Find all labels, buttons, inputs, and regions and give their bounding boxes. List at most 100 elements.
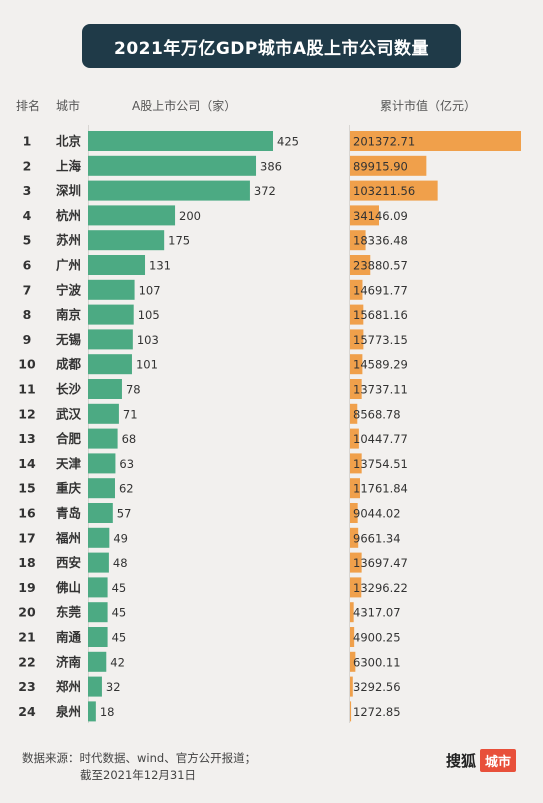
- market-value-label: 8568.78: [353, 407, 401, 421]
- market-value-bar: [350, 602, 354, 623]
- company-bar: [88, 180, 250, 201]
- market-value-label: 103211.56: [353, 184, 415, 198]
- company-value-label: 386: [260, 159, 282, 173]
- city-label: 广州: [56, 258, 81, 273]
- company-value-label: 42: [110, 655, 125, 669]
- company-value-label: 107: [139, 283, 161, 297]
- rank-label: 8: [23, 307, 32, 322]
- company-bar: [88, 205, 176, 226]
- market-value-bar: [350, 577, 362, 598]
- city-label: 北京: [56, 134, 82, 149]
- company-value-label: 63: [119, 457, 134, 471]
- city-label: 深圳: [56, 183, 81, 198]
- city-label: 佛山: [55, 580, 81, 595]
- city-label: 西安: [56, 555, 81, 570]
- header-rank: 排名: [16, 99, 41, 113]
- company-value-label: 18: [100, 705, 115, 719]
- company-value-label: 45: [112, 581, 127, 595]
- company-value-label: 48: [113, 556, 128, 570]
- company-value-label: 105: [138, 308, 160, 322]
- company-bar: [88, 329, 133, 350]
- company-bar: [88, 602, 108, 623]
- company-value-label: 103: [137, 333, 159, 347]
- rank-label: 15: [18, 481, 35, 496]
- rank-label: 10: [18, 357, 36, 372]
- city-label: 福州: [55, 530, 81, 545]
- rank-label: 11: [18, 382, 35, 397]
- city-label: 无锡: [55, 332, 82, 347]
- rank-label: 19: [18, 580, 35, 595]
- company-value-label: 372: [254, 184, 276, 198]
- rank-label: 2: [23, 158, 32, 173]
- market-value-label: 201372.71: [353, 135, 415, 149]
- company-value-label: 71: [123, 407, 138, 421]
- header-city: 城市: [56, 99, 81, 113]
- company-bar: [88, 379, 122, 399]
- footer-source: 数据来源：时代数据、wind、官方公开报道；: [22, 751, 257, 765]
- market-value-label: 13754.51: [353, 457, 408, 471]
- city-label: 东莞: [56, 605, 82, 620]
- market-value-bar: [350, 651, 356, 672]
- rank-label: 12: [18, 406, 35, 421]
- market-value-bar: [350, 403, 358, 424]
- city-label: 泉州: [55, 704, 81, 719]
- brand-tag: 城市: [480, 748, 517, 772]
- company-bar: [88, 131, 273, 151]
- footer-date: 截至2021年12月31日: [80, 768, 197, 782]
- company-value-label: 175: [168, 234, 190, 248]
- axis-line-market-value: [349, 125, 350, 723]
- rank-label: 5: [23, 233, 32, 248]
- market-value-label: 6300.11: [353, 655, 401, 669]
- rank-label: 7: [23, 282, 32, 297]
- company-value-label: 62: [119, 482, 134, 496]
- city-label: 杭州: [56, 208, 81, 223]
- city-label: 南通: [56, 630, 82, 645]
- city-label: 成都: [56, 357, 82, 372]
- rank-label: 3: [23, 183, 32, 198]
- rank-label: 6: [23, 258, 32, 273]
- header-companies: A股上市公司（家）: [132, 99, 237, 113]
- company-value-label: 32: [106, 680, 121, 694]
- market-value-label: 14691.77: [353, 283, 408, 297]
- market-value-label: 10447.77: [353, 432, 408, 446]
- axis-line-companies: [88, 125, 89, 723]
- rank-label: 14: [18, 456, 36, 471]
- market-value-label: 9044.02: [353, 507, 401, 521]
- rank-label: 16: [18, 506, 36, 521]
- market-value-label: 13737.11: [353, 383, 408, 397]
- market-value-label: 13697.47: [353, 556, 408, 570]
- market-value-bar: [350, 180, 438, 201]
- city-label: 天津: [56, 456, 82, 471]
- market-value-bar: [350, 230, 366, 251]
- market-value-label: 14589.29: [353, 358, 408, 372]
- company-bar: [88, 304, 134, 325]
- company-bar: [88, 527, 110, 548]
- city-label: 重庆: [56, 481, 82, 496]
- market-value-label: 9661.34: [353, 531, 401, 545]
- market-value-label: 3292.56: [353, 680, 401, 694]
- city-label: 武汉: [56, 406, 82, 421]
- rank-label: 9: [23, 332, 32, 347]
- market-value-bar: [350, 627, 355, 647]
- company-bar: [88, 503, 113, 523]
- market-value-label: 13296.22: [353, 581, 408, 595]
- city-label: 济南: [56, 654, 82, 669]
- company-value-label: 101: [136, 358, 158, 372]
- company-value-label: 45: [112, 631, 127, 645]
- company-bar: [88, 577, 108, 598]
- company-bar: [88, 230, 165, 251]
- company-value-label: 45: [112, 606, 127, 620]
- company-value-label: 131: [149, 259, 171, 273]
- company-value-label: 49: [113, 531, 128, 545]
- city-label: 青岛: [56, 506, 81, 521]
- market-value-bar: [350, 676, 353, 697]
- city-label: 宁波: [56, 282, 82, 297]
- market-value-bar: [350, 304, 364, 325]
- market-value-label: 11761.84: [353, 482, 408, 496]
- company-value-label: 425: [277, 135, 299, 149]
- city-label: 苏州: [56, 233, 81, 248]
- city-label: 合肥: [56, 431, 82, 446]
- rank-label: 18: [18, 555, 35, 570]
- rank-label: 23: [18, 679, 35, 694]
